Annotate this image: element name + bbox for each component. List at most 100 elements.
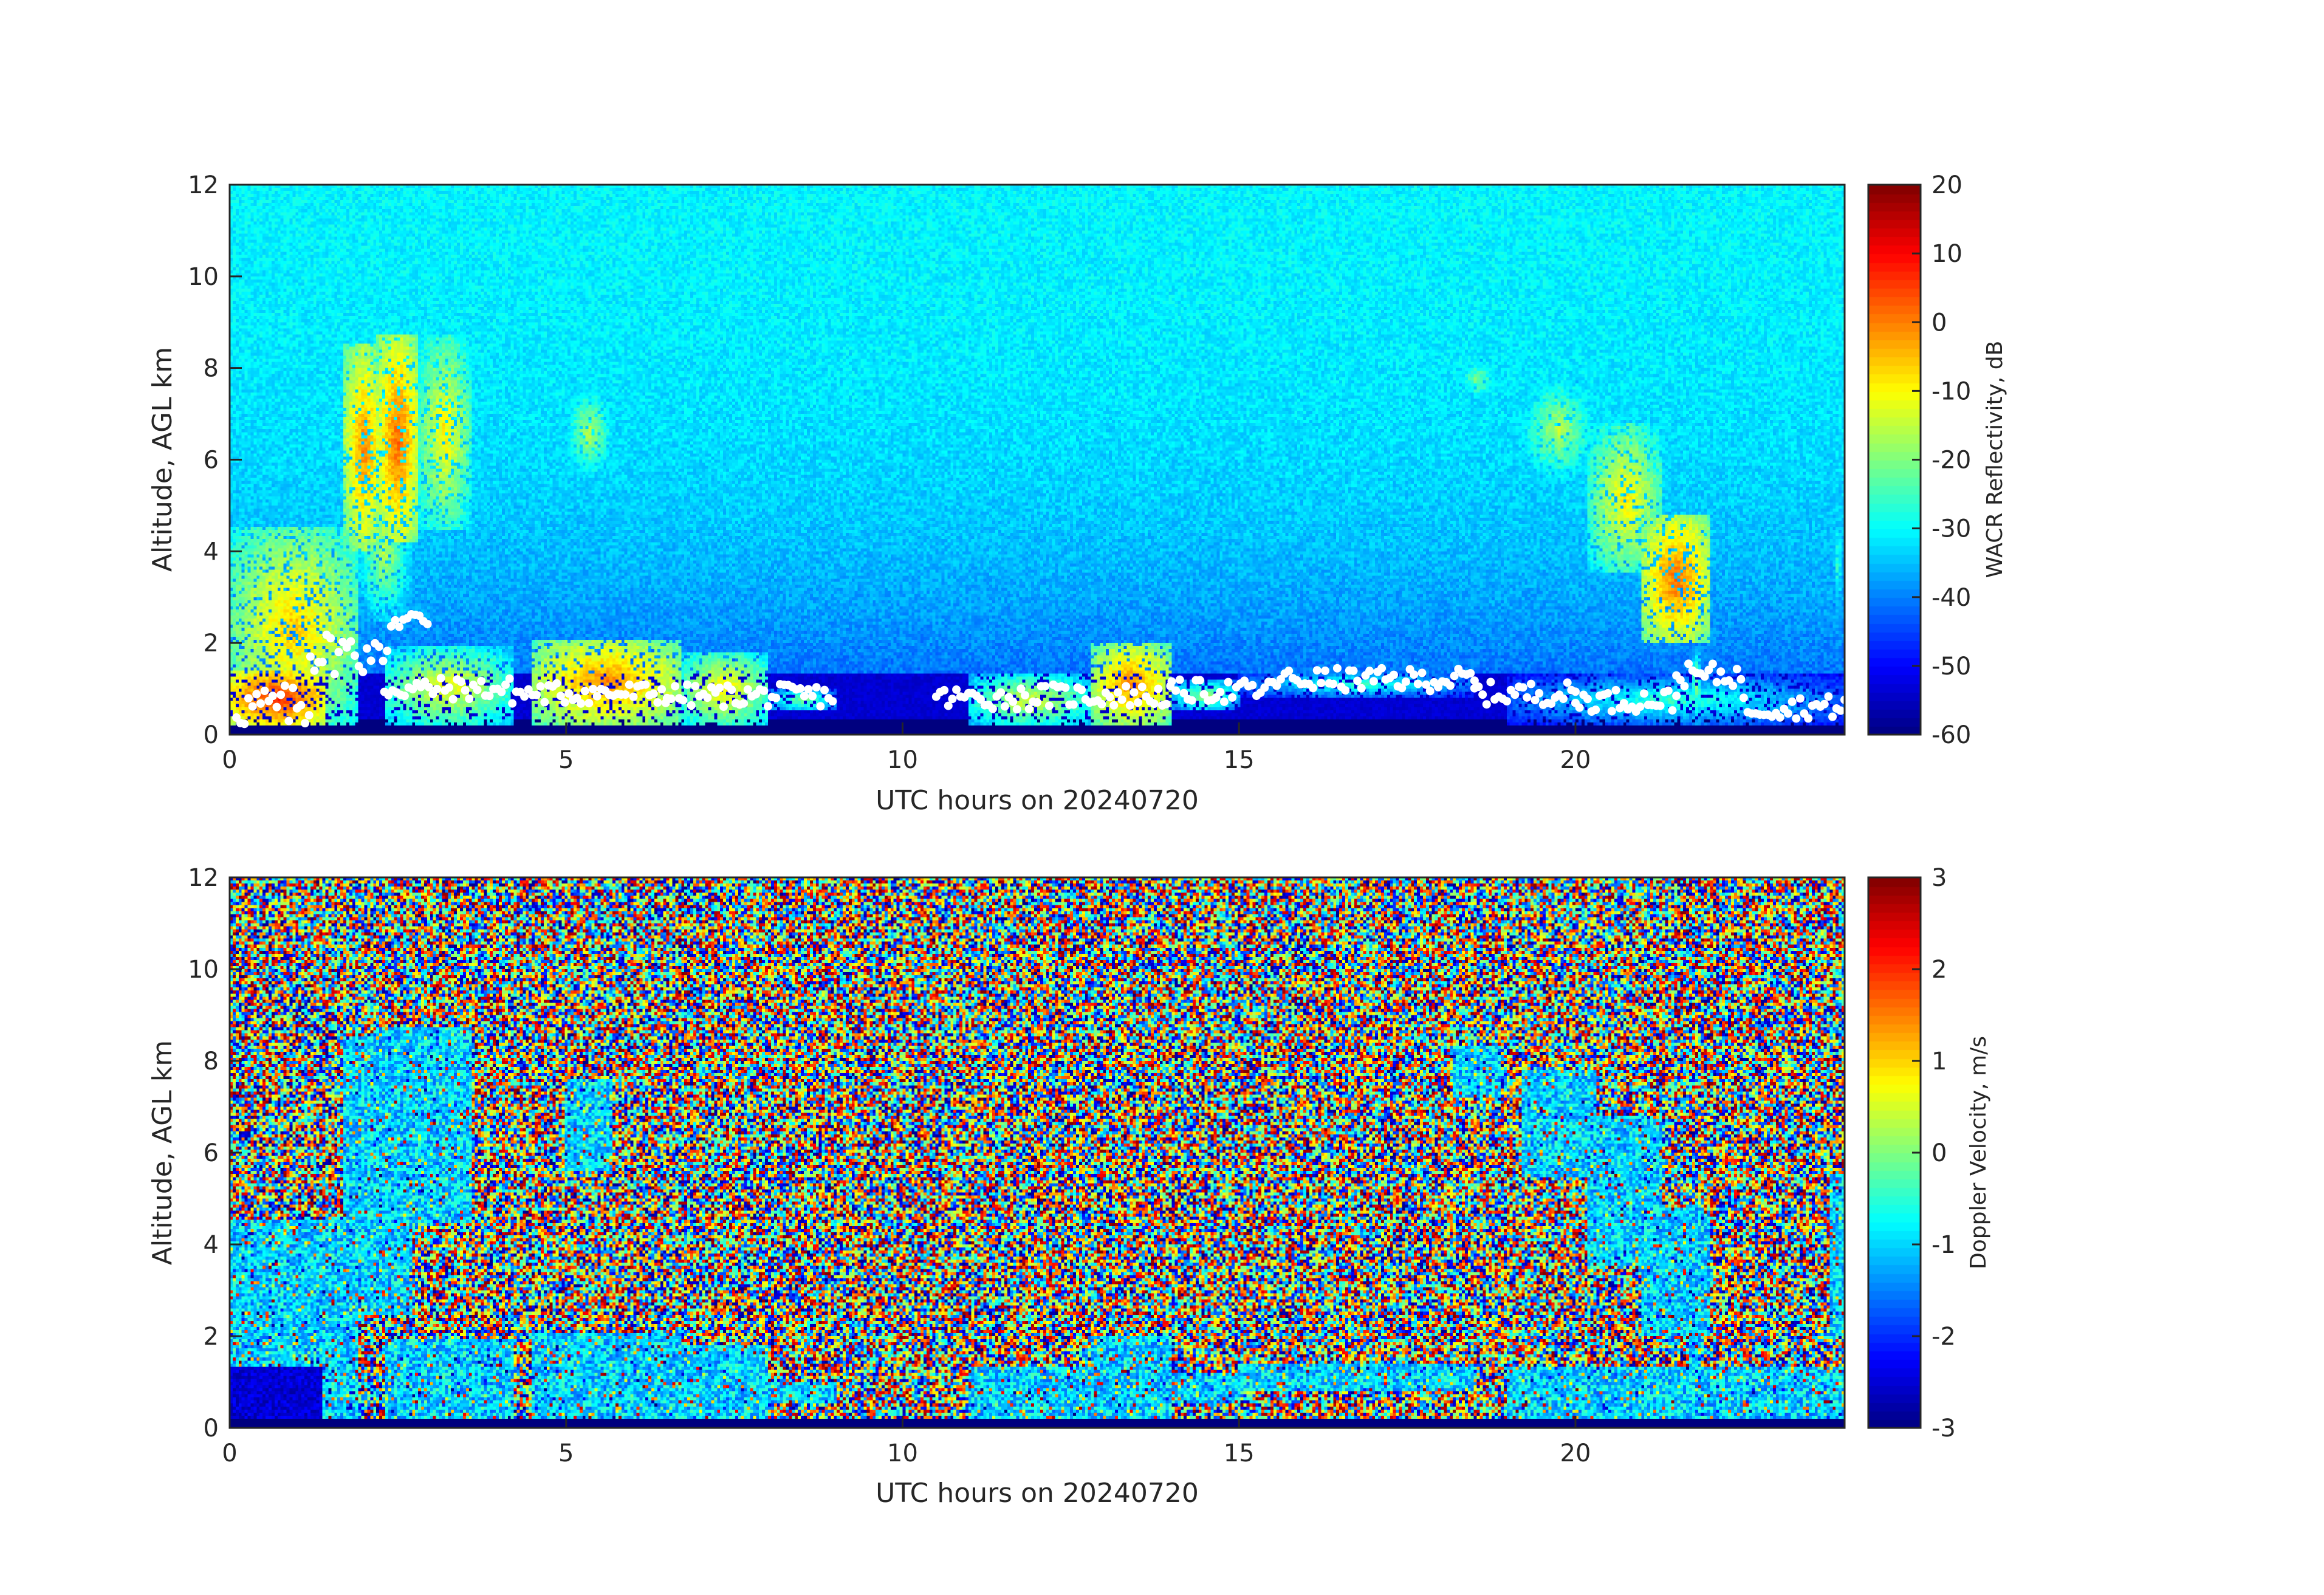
- cloud-base-dot: [1154, 684, 1163, 693]
- cloud-base-dot: [501, 680, 510, 689]
- cloud-base-dot: [1680, 682, 1689, 691]
- cloud-base-dot: [1736, 674, 1746, 684]
- cloud-base-dot: [284, 716, 293, 725]
- cloud-base-dot: [276, 690, 286, 699]
- cloud-base-dot: [1676, 676, 1685, 685]
- cloud-base-dot: [1482, 700, 1491, 709]
- cloud-base-dot: [556, 691, 565, 701]
- cloud-base-dot: [1113, 688, 1122, 697]
- cloud-base-dot: [1474, 682, 1483, 691]
- cloud-base-dot: [1470, 676, 1479, 685]
- cloud-base-dot: [391, 616, 400, 625]
- cloud-base-dot: [1219, 697, 1229, 706]
- cloud-base-dot: [1684, 659, 1693, 668]
- y-tick-label: 4: [204, 1231, 219, 1259]
- x-tick-label: 5: [558, 746, 574, 774]
- y-tick-label: 8: [204, 1048, 219, 1075]
- cloud-base-dot: [584, 699, 594, 708]
- cloud-base-dot: [1668, 706, 1677, 715]
- cloud-base-dot: [379, 656, 388, 665]
- cloud-base-dot: [739, 699, 749, 708]
- y-tick-label: 10: [188, 263, 219, 291]
- colorbar-tick-label: -1: [1932, 1231, 1956, 1259]
- cloud-base-dot: [1425, 687, 1435, 696]
- cloud-base-dot: [334, 648, 343, 657]
- cloud-base-dot: [383, 647, 392, 656]
- cloud-base-dot: [796, 684, 805, 693]
- y-tick-label: 4: [204, 538, 219, 566]
- cloud-base-dot: [1611, 685, 1620, 695]
- cloud-base-dot: [1122, 682, 1131, 691]
- cloud-base-dot: [1321, 666, 1330, 675]
- cloud-base-dot: [1069, 700, 1078, 709]
- cloud-base-dot: [1137, 682, 1147, 691]
- cloud-base-dot: [560, 698, 569, 707]
- cloud-base-dot: [1526, 679, 1535, 688]
- cloud-base-dot: [1171, 686, 1181, 695]
- cloud-base-dot: [621, 690, 630, 699]
- x-tick-label: 20: [1560, 746, 1591, 774]
- cloud-base-dot: [244, 694, 253, 703]
- cloud-base-dot: [649, 689, 658, 698]
- cloud-base-dot: [1422, 680, 1431, 689]
- cloud-base-dot: [1369, 677, 1378, 686]
- cloud-base-dot: [477, 676, 486, 685]
- cloud-base-dot: [1583, 695, 1592, 704]
- cloud-base-dot: [996, 688, 1006, 697]
- cloud-base-dot: [362, 644, 371, 653]
- cloud-base-dot: [1547, 699, 1556, 708]
- cloud-base-dot: [1739, 693, 1748, 702]
- cloud-base-dot: [1365, 667, 1374, 676]
- cloud-base-dot: [1712, 677, 1721, 687]
- colorbar-tick-label: 0: [1932, 309, 1947, 337]
- x-tick-label: 10: [887, 1439, 918, 1467]
- x-tick-label: 0: [222, 746, 237, 774]
- cloud-base-dot: [671, 682, 680, 691]
- y-tick-label: 2: [204, 1323, 219, 1351]
- colorbar-tick-label: 2: [1932, 956, 1947, 984]
- cloud-base-dot: [1000, 702, 1009, 711]
- cloud-base-dot: [445, 683, 454, 692]
- cloud-base-dot: [1413, 679, 1422, 688]
- cloud-base-dot: [1357, 684, 1366, 693]
- cloud-base-dot: [1199, 690, 1208, 699]
- cloud-base-dot: [301, 719, 310, 728]
- cloud-base-dot: [1535, 689, 1544, 698]
- panel-reflectivity: UTC hours on 20240720 Altitude, AGL km W…: [147, 171, 2007, 816]
- cloud-base-dot: [1162, 699, 1171, 708]
- x-tick-label: 0: [222, 1439, 237, 1467]
- cloud-base-dot: [592, 691, 602, 701]
- cloud-base-dot: [1510, 690, 1520, 699]
- cloud-base-dot: [1021, 691, 1030, 700]
- colorbar-tick-label: -20: [1932, 447, 1971, 475]
- cloud-base-dot: [346, 637, 355, 646]
- colorbar-tick-label: -10: [1932, 377, 1971, 405]
- cloud-base-dot: [310, 666, 319, 675]
- cloud-base-dot: [1824, 692, 1833, 701]
- cloud-base-dot: [1033, 698, 1041, 707]
- cloud-base-dot: [1417, 668, 1427, 677]
- cloud-base-dot: [485, 691, 494, 701]
- cloud-base-dot: [1349, 666, 1358, 675]
- cloud-base-dot: [800, 691, 809, 701]
- colorbar-tick-label: 10: [1932, 240, 1962, 268]
- cloud-base-dot: [683, 680, 692, 689]
- cloud-base-dot: [318, 657, 327, 667]
- cloud-base-dot: [1466, 668, 1475, 677]
- cloud-base-dot: [505, 674, 514, 683]
- cloud-base-dot: [1563, 678, 1572, 687]
- cloud-base-dot: [687, 701, 696, 710]
- cloud-base-dot: [408, 685, 417, 694]
- cloud-base-dot: [1041, 682, 1050, 691]
- x-axis-label: UTC hours on 20240720: [876, 1478, 1199, 1509]
- velocity-colorbar: [1868, 877, 1921, 1428]
- cloud-base-dot: [641, 680, 650, 689]
- cloud-base-dot: [1016, 684, 1026, 693]
- cloud-base-dot: [350, 651, 359, 660]
- reflectivity-heatmap: [230, 185, 1845, 735]
- cloud-base-dot: [423, 620, 432, 629]
- cloud-base-dot: [657, 685, 667, 694]
- y-tick-label: 6: [204, 1139, 219, 1167]
- x-axis-label: UTC hours on 20240720: [876, 785, 1199, 816]
- y-tick-label: 2: [204, 629, 219, 657]
